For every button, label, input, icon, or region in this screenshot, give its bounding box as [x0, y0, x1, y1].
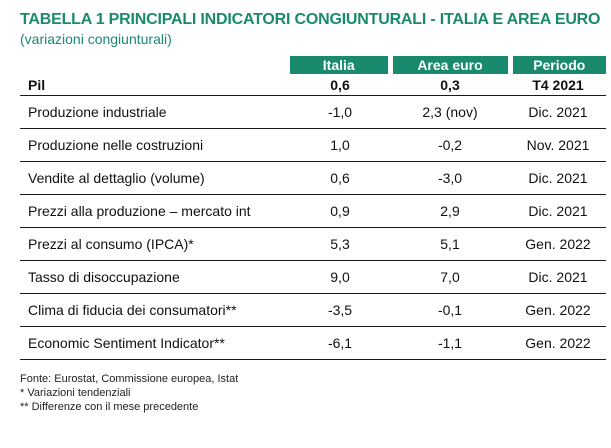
cell-area-euro: 2,9: [390, 194, 510, 228]
header-italia: Italia: [290, 56, 393, 74]
row-label: Prezzi al consumo (IPCA)*: [20, 227, 290, 261]
cell-area-euro: 5,1: [390, 227, 510, 261]
row-label: Prezzi alla produzione – mercato int: [20, 194, 290, 228]
cell-italia: 5,3: [290, 227, 390, 261]
cell-area-euro: 2,3 (nov): [390, 95, 510, 129]
cell-italia: 0,6: [290, 74, 390, 96]
cell-italia: 9,0: [290, 260, 390, 294]
table-row: Produzione nelle costruzioni 1,0 -0,2 No…: [20, 128, 606, 162]
cell-periodo: Dic. 2021: [510, 260, 606, 294]
cell-italia: -3,5: [290, 293, 390, 327]
table-title: TABELLA 1 PRINCIPALI INDICATORI CONGIUNT…: [20, 11, 601, 28]
cell-periodo: Gen. 2022: [510, 293, 606, 327]
row-label: Vendite al dettaglio (volume): [20, 161, 290, 195]
row-label: Produzione industriale: [20, 95, 290, 129]
cell-area-euro: -3,0: [390, 161, 510, 195]
cell-area-euro: 0,3: [390, 74, 510, 96]
table-row: Prezzi al consumo (IPCA)* 5,3 5,1 Gen. 2…: [20, 227, 606, 261]
source-note: Fonte: Eurostat, Commissione europea, Is…: [20, 373, 239, 385]
cell-area-euro: 7,0: [390, 260, 510, 294]
cell-italia: -1,0: [290, 95, 390, 129]
footnote-single-star: * Variazioni tendenziali: [20, 387, 131, 399]
header-blank: [20, 56, 290, 74]
footnote-double-star: ** Differenze con il mese precedente: [20, 401, 199, 413]
table-row: Produzione industriale -1,0 2,3 (nov) Di…: [20, 95, 606, 129]
cell-periodo: T4 2021: [510, 74, 606, 96]
table-row: Clima di fiducia dei consumatori** -3,5 …: [20, 293, 606, 327]
table-row: Prezzi alla produzione – mercato int 0,9…: [20, 194, 606, 228]
header-row: Italia Area euro Periodo: [20, 56, 606, 74]
cell-italia: 1,0: [290, 128, 390, 162]
table-subtitle: (variazioni congiunturali): [20, 31, 172, 47]
cell-periodo: Nov. 2021: [510, 128, 606, 162]
indicators-table: Italia Area euro Periodo Pil 0,6 0,3 T4 …: [20, 56, 606, 360]
cell-periodo: Dic. 2021: [510, 194, 606, 228]
cell-italia: 0,6: [290, 161, 390, 195]
cell-area-euro: -0,2: [390, 128, 510, 162]
row-label: Clima di fiducia dei consumatori**: [20, 293, 290, 327]
cell-italia: -6,1: [290, 326, 390, 360]
row-label: Tasso di disoccupazione: [20, 260, 290, 294]
header-area-euro: Area euro: [390, 56, 513, 74]
cell-italia: 0,9: [290, 194, 390, 228]
table-notes: Fonte: Eurostat, Commissione europea, Is…: [20, 372, 606, 414]
row-label: Pil: [20, 74, 290, 96]
table-figure: TABELLA 1 PRINCIPALI INDICATORI CONGIUNT…: [20, 10, 606, 414]
table-row: Economic Sentiment Indicator** -6,1 -1,1…: [20, 326, 606, 360]
cell-area-euro: -1,1: [390, 326, 510, 360]
cell-periodo: Gen. 2022: [510, 227, 606, 261]
row-label: Economic Sentiment Indicator**: [20, 326, 290, 360]
table-row: Tasso di disoccupazione 9,0 7,0 Dic. 202…: [20, 260, 606, 294]
cell-periodo: Dic. 2021: [510, 161, 606, 195]
cell-periodo: Gen. 2022: [510, 326, 606, 360]
cell-periodo: Dic. 2021: [510, 95, 606, 129]
cell-area-euro: -0,1: [390, 293, 510, 327]
table-row: Vendite al dettaglio (volume) 0,6 -3,0 D…: [20, 161, 606, 195]
row-label: Produzione nelle costruzioni: [20, 128, 290, 162]
table-row: Pil 0,6 0,3 T4 2021: [20, 74, 606, 96]
header-periodo: Periodo: [510, 56, 606, 74]
